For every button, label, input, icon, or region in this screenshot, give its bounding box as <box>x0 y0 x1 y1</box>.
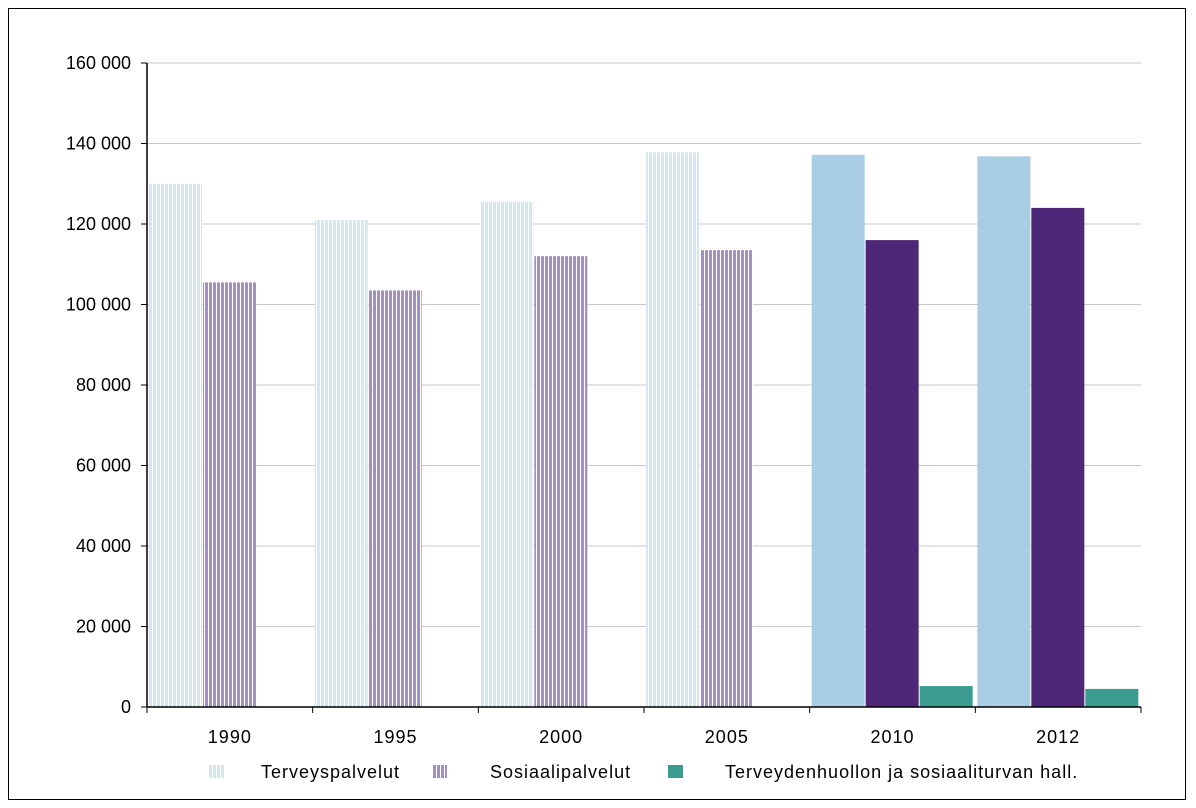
bar-terveydenhuollon-ja-sosiaaliturvan-hall-2010 <box>919 686 973 707</box>
y-tick-label: 80 000 <box>76 375 131 395</box>
bar-sosiaalipalvelut-2012 <box>1031 207 1085 707</box>
legend-label-2: Terveydenhuollon ja sosiaaliturvan hall. <box>725 762 1078 782</box>
bar-sosiaalipalvelut-1995 <box>368 290 422 707</box>
gridlines <box>147 62 1141 627</box>
x-tick-label: 2000 <box>539 727 583 747</box>
y-tick-label: 140 000 <box>66 134 131 154</box>
x-tick-label: 2012 <box>1036 727 1080 747</box>
legend-swatch-0 <box>209 765 224 778</box>
legend-label-0: Terveyspalvelut <box>261 762 400 782</box>
chart-frame: 0 20 000 40 000 60 000 80 000 100 000 120 000 1… <box>8 8 1186 800</box>
bar-terveyspalvelut-2012 <box>977 156 1031 707</box>
bars <box>149 152 1139 708</box>
y-tick-label: 100 000 <box>66 295 131 315</box>
bar-chart: 0 20 000 40 000 60 000 80 000 100 000 120 000 1… <box>66 53 1142 782</box>
bar-terveyspalvelut-2000 <box>480 201 534 708</box>
legend-swatch-1 <box>432 765 447 778</box>
bar-terveyspalvelut-1995 <box>314 219 368 707</box>
y-tick-label: 20 000 <box>76 617 131 637</box>
legend: Terveyspalvelut Sosiaalipalvelut Terveyden… <box>209 762 1078 782</box>
legend-label-1: Sosiaalipalvelut <box>490 762 631 782</box>
y-axis-ticks: 0 20 000 40 000 60 000 80 000 100 000 120 000 1… <box>66 53 147 717</box>
y-tick-label: 40 000 <box>76 536 131 556</box>
x-tick-label: 2010 <box>870 727 914 747</box>
bar-sosiaalipalvelut-2005 <box>700 250 753 707</box>
y-tick-label: 60 000 <box>76 456 131 476</box>
y-tick-label: 120 000 <box>66 214 131 234</box>
x-tick-label: 2005 <box>705 727 749 747</box>
bar-terveyspalvelut-1990 <box>149 183 202 707</box>
x-tick-label: 1995 <box>373 727 417 747</box>
bar-terveydenhuollon-ja-sosiaaliturvan-hall-2012 <box>1085 688 1139 707</box>
y-tick-label: 160 000 <box>66 53 131 73</box>
legend-swatch-2 <box>668 765 683 778</box>
bar-sosiaalipalvelut-2000 <box>534 256 588 707</box>
bar-sosiaalipalvelut-2010 <box>865 240 919 707</box>
x-tick-label: 1990 <box>208 727 252 747</box>
y-tick-label: 0 <box>121 697 131 717</box>
bar-terveyspalvelut-2005 <box>646 152 699 708</box>
bar-terveyspalvelut-2010 <box>811 154 865 707</box>
x-axis-ticks: 1990 1995 2000 2005 2010 2012 <box>146 707 1142 747</box>
bar-sosiaalipalvelut-1990 <box>203 282 256 707</box>
